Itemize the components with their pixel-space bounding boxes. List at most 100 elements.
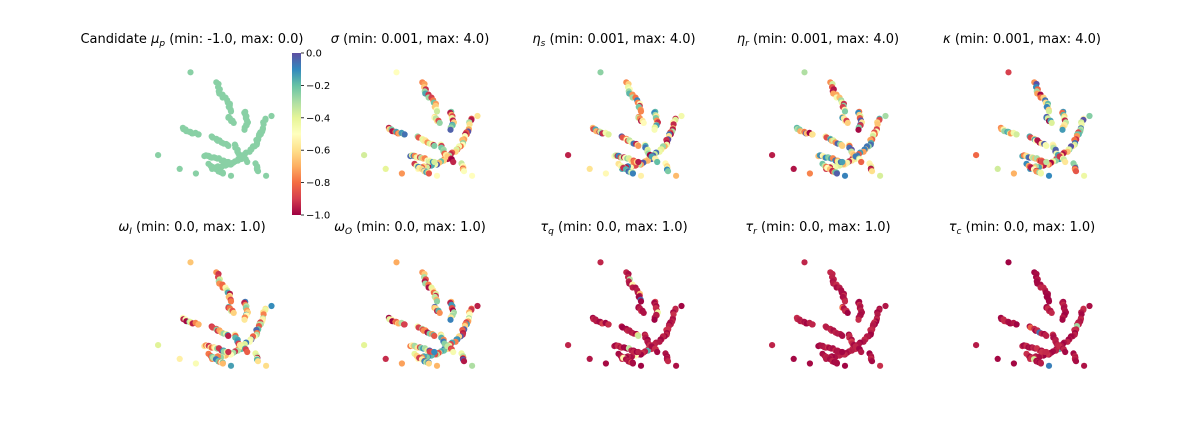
scatter-point [230,119,237,126]
scatter-point [431,142,438,149]
panel-title: τr (min: 0.0, max: 1.0) [745,220,890,237]
title-range: (min: 0.001, max: 4.0) [951,32,1101,47]
scatter-panel: Candidate μp (min: -1.0, max: 0.0) [80,32,304,179]
scatter-point [841,362,849,369]
panel-title: σ (min: 0.001, max: 4.0) [331,32,490,47]
scatter-point [640,309,647,316]
scatter-point [433,172,441,179]
scatter-point [1013,131,1020,138]
scatter-point [839,332,846,339]
scatter-point [1013,321,1020,328]
scatter-point [654,158,661,166]
title-symbol: ω [118,220,129,235]
scatter-point [155,342,162,349]
scatter-point [219,170,226,177]
colorbar-tick-label: 0.0 [306,49,322,60]
scatter-point [973,152,980,159]
title-range: (min: -1.0, max: 0.0) [165,32,303,47]
scatter-point [1043,142,1050,149]
scatter-point [230,309,237,316]
title-subscript: p [158,39,165,49]
scatter-point [678,112,685,120]
scatter-point [474,302,481,310]
scatter-point [790,355,797,362]
scatter-panel: τq (min: 0.0, max: 1.0) [540,220,688,369]
panel-title: τc (min: 0.0, max: 1.0) [949,220,1096,237]
scatter-point [219,360,226,367]
scatter-point [425,360,432,367]
scatter-point [1043,158,1050,166]
scatter-point [361,342,368,349]
title-symbol: η [737,32,745,47]
scatter-point [176,165,183,172]
scatter-point [994,165,1001,172]
colorbar-tick-label: −1.0 [306,211,330,222]
scatter-point [673,172,680,179]
panel-title: κ (min: 0.001, max: 4.0) [943,32,1101,47]
scatter-point [1005,69,1012,76]
scatter-point [1045,108,1053,115]
scatter-point [1059,316,1066,323]
title-symbol: μ [150,32,159,47]
scatter-point [225,332,232,339]
scatter-point [1005,259,1012,266]
scatter-point [882,302,889,310]
scatter-point [1062,158,1069,166]
scatter-panel: ηr (min: 0.001, max: 4.0) [737,32,899,179]
scatter-point [398,360,405,367]
colorbar-gradient [292,53,301,215]
title-subscript: c [957,227,962,237]
scatter-point [241,126,248,133]
scatter-point [605,321,612,328]
scatter-point [1081,172,1088,179]
scatter-point [858,158,865,166]
scatter-point [155,152,162,159]
scatter-point [176,355,183,362]
scatter-point [882,112,889,120]
scatter-point [393,69,400,76]
scatter-point [664,358,672,365]
title-range: (min: 0.001, max: 4.0) [545,32,695,47]
scatter-point [809,131,816,138]
title-symbol: ω [334,220,345,235]
scatter-panel: ηs (min: 0.001, max: 4.0) [532,32,696,179]
scatter-point [425,170,432,177]
scatter-point [460,358,468,365]
scatter-point [844,119,851,126]
title-range: (min: 0.0, max: 1.0) [962,220,1096,235]
scatter-point [565,342,572,349]
scatter-point [586,355,593,362]
scatter-point [637,172,645,179]
scatter-point [651,316,658,323]
scatter-point [635,332,642,339]
scatter-panel: ωI (min: 0.0, max: 1.0) [118,220,275,369]
scatter-point [629,360,637,367]
scatter-point [192,170,199,177]
scatter-point [227,362,235,369]
scatter-point [1045,362,1053,369]
scatter-point [1043,348,1050,356]
scatter-panel: ωO (min: 0.0, max: 1.0) [334,220,486,369]
scatter-point [602,170,610,177]
scatter-point [244,348,251,356]
scatter-point [868,168,876,175]
scatter-point [877,362,884,369]
panel-title: ωO (min: 0.0, max: 1.0) [334,220,486,237]
scatter-point [436,309,443,316]
scatter-point [839,348,846,356]
scatter-point [1048,309,1055,316]
colorbar-tick-label: −0.6 [306,146,330,157]
title-symbol: τ [745,220,753,235]
scatter-point [664,168,672,175]
scatter-point [268,112,275,120]
scatter-panel: τr (min: 0.0, max: 1.0) [745,220,891,369]
scatter-point [241,316,248,323]
scatter-point [1059,126,1066,133]
scatter-point [431,158,438,166]
title-symbol: σ [331,32,340,47]
colorbar-tick-label: −0.2 [306,81,330,92]
scatter-point [1072,168,1080,175]
scatter-point [806,170,814,177]
scatter-point [868,358,876,365]
